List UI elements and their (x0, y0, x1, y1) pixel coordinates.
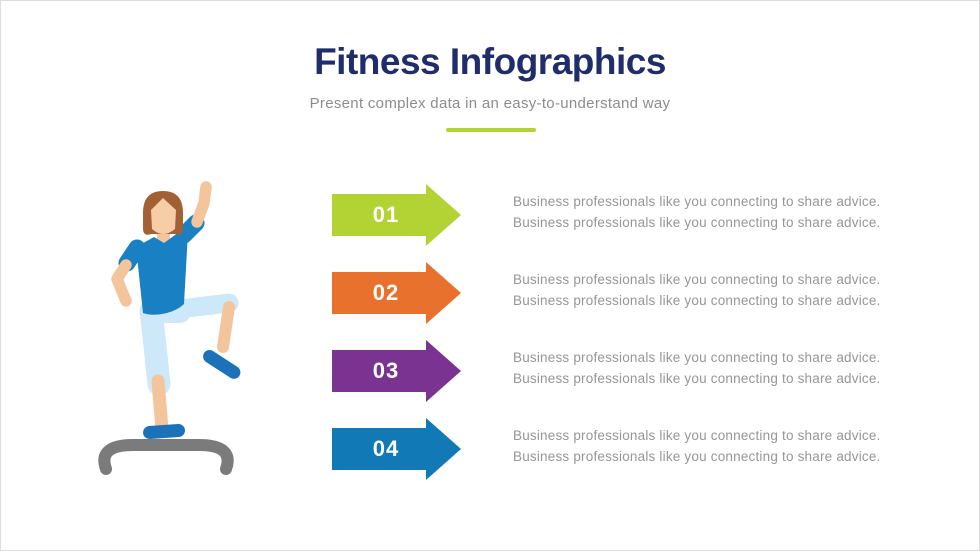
woman-step-aerobics-icon (98, 181, 241, 475)
step-description: Business professionals like you connecti… (513, 350, 881, 386)
woman-step-aerobics-illustration (81, 171, 251, 491)
raised-calf (217, 301, 235, 353)
step-row: 01 Business professionals like you conne… (1, 184, 979, 246)
step-description: Business professionals like you connecti… (513, 272, 881, 308)
step-number: 04 (372, 436, 400, 461)
arrow-head-icon (426, 418, 461, 480)
step-arrow: 04 (332, 418, 461, 480)
face (151, 198, 176, 234)
left-arm (111, 259, 132, 307)
step-arrow: 01 (332, 184, 461, 246)
page-title: Fitness Infographics (314, 41, 666, 82)
step-arrow: 03 (332, 340, 461, 402)
shirt (136, 232, 188, 315)
step-number: 03 (372, 358, 400, 383)
step-row: 04 Business professionals like you conne… (1, 418, 979, 480)
step-arrow: 02 (332, 262, 461, 324)
step-row: 03 Business professionals like you conne… (1, 340, 979, 402)
arrow-head-icon (426, 340, 461, 402)
arrow-body: 04 (332, 428, 426, 470)
title-underline (446, 128, 536, 132)
arrow-head-icon (426, 184, 461, 246)
step-row: 02 Business professionals like you conne… (1, 262, 979, 324)
standing-shoe (143, 423, 185, 440)
step-description: Business professionals like you connecti… (513, 194, 881, 230)
page-subtitle: Present complex data in an easy-to-under… (309, 95, 671, 112)
step-description: Business professionals like you connecti… (513, 428, 881, 464)
standing-calf (151, 374, 169, 436)
arrow-head-icon (426, 262, 461, 324)
right-arm (191, 181, 212, 228)
step-platform (98, 439, 234, 475)
step-number: 02 (372, 280, 400, 305)
arrow-body: 01 (332, 194, 426, 236)
arrow-body: 02 (332, 272, 426, 314)
step-number: 01 (372, 202, 400, 227)
arrow-body: 03 (332, 350, 426, 392)
raised-shoe (203, 350, 241, 379)
